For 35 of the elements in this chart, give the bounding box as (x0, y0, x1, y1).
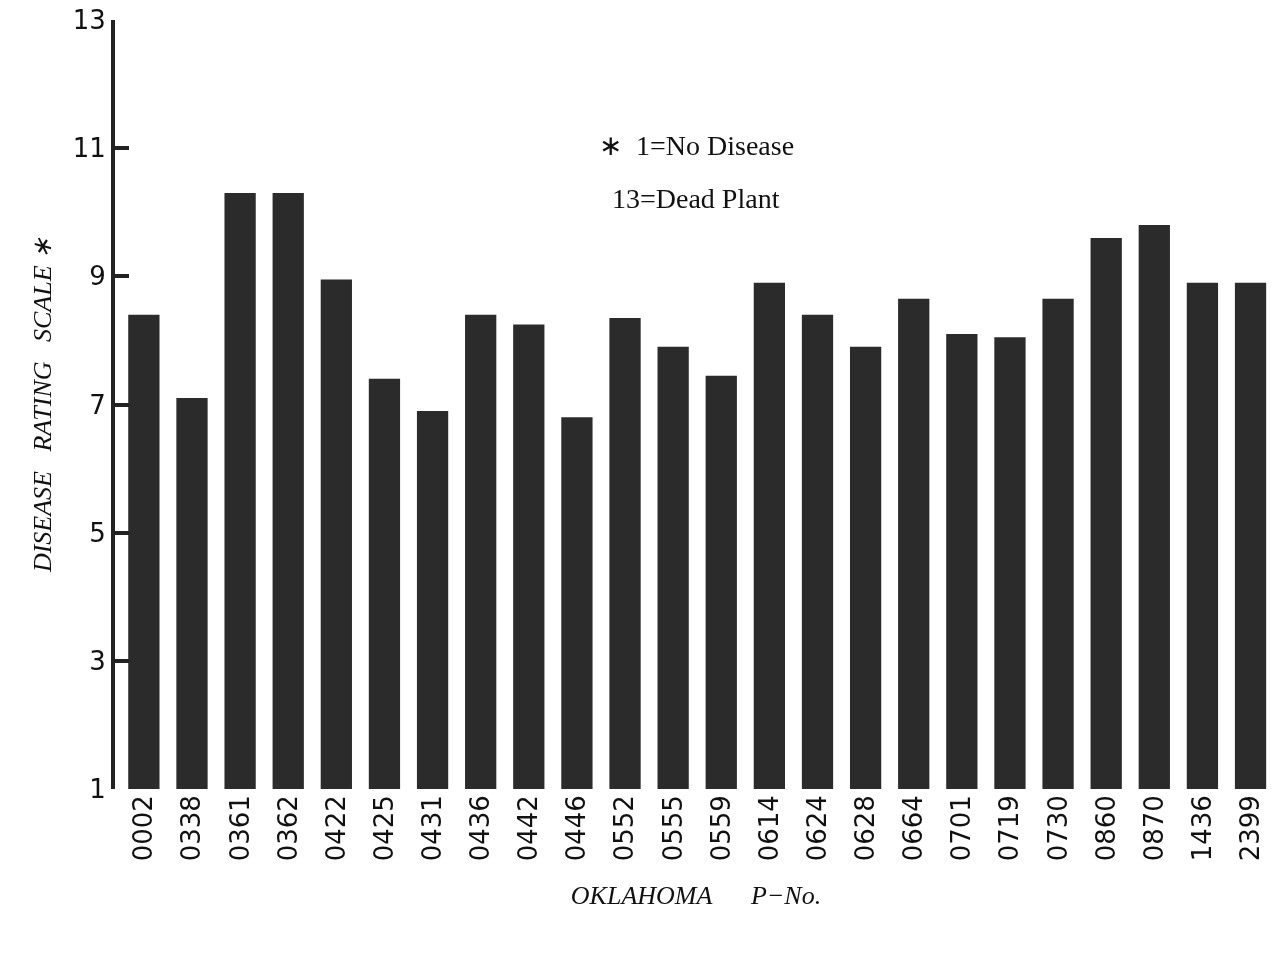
y-axis-title: DISEASE RATING SCALE ∗ (27, 236, 57, 574)
x-tick-label: 0664 (898, 795, 929, 862)
x-tick-label: 0559 (705, 795, 736, 862)
y-tick-label: 3 (89, 645, 106, 676)
x-tick-label: 0431 (417, 795, 448, 862)
x-tick-label: 1436 (1186, 795, 1217, 862)
x-axis-title: OKLAHOMA P−No. (570, 881, 822, 911)
x-tick-label: 0552 (609, 795, 640, 862)
x-tick-label: 0730 (1042, 795, 1073, 862)
x-tick-label: 0425 (368, 795, 399, 862)
x-tick-label: 0446 (561, 795, 592, 862)
y-tick-label: 9 (89, 261, 106, 292)
y-tick-label: 5 (89, 517, 106, 548)
x-tick-label: 0614 (753, 795, 784, 862)
x-tick-label: 2399 (1234, 795, 1265, 862)
annotation: 13=Dead Plant (612, 183, 780, 214)
x-tick-label: 0422 (320, 795, 351, 862)
x-tick-label: 0628 (850, 795, 881, 862)
y-tick-label: 11 (72, 133, 106, 164)
x-tick-label: 0555 (657, 795, 688, 862)
x-tick-label: 0701 (946, 795, 977, 862)
y-tick-label: 13 (72, 5, 106, 36)
x-tick-label: 0362 (272, 795, 303, 862)
x-tick-label: 0860 (1090, 795, 1121, 862)
x-tick-label: 0624 (801, 795, 832, 862)
annotation: ∗ 1=No Disease (599, 130, 795, 161)
x-tick-label: 0442 (513, 795, 544, 862)
x-tick-label: 0361 (224, 795, 255, 862)
x-tick-label: 0870 (1138, 795, 1169, 862)
x-tick-label: 0436 (465, 795, 496, 862)
x-tick-label: 0338 (176, 795, 207, 862)
y-tick-label: 1 (89, 774, 106, 805)
x-tick-label: 0719 (994, 795, 1025, 862)
x-tick-label: 0002 (128, 795, 159, 862)
y-tick-label: 7 (89, 389, 106, 420)
